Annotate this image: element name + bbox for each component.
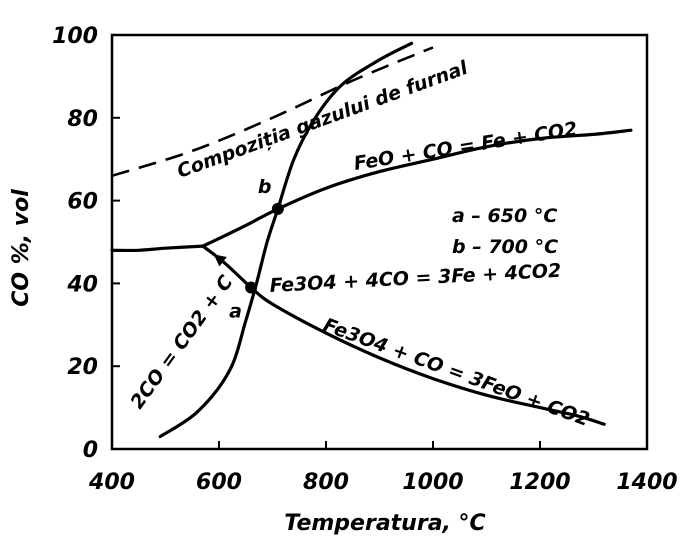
series-feo-reduction — [201, 128, 633, 248]
label-fe3o4-to-feo: Fe3O4 + CO = 3FeO + CO2 — [320, 314, 592, 431]
label-boudouard: 2CO = CO2 + C — [126, 271, 237, 413]
y-tick-label-4: 80 — [67, 107, 98, 132]
plot-frame — [110, 33, 649, 451]
y-tick-label-3: 60 — [67, 190, 98, 215]
point-b-label: b — [258, 176, 272, 198]
x-axis-ticks: 400 600 800 1000 1200 1400 — [88, 441, 678, 495]
x-tick-label-0: 400 — [88, 470, 135, 495]
y-axis-title: CO %, vol — [9, 189, 34, 307]
x-tick-label-5: 1400 — [616, 470, 677, 495]
point-a-label: a — [229, 301, 242, 323]
x-tick-label-4: 1200 — [509, 470, 570, 495]
series-boudouard — [158, 41, 414, 439]
y-tick-label-0: 0 — [83, 438, 98, 463]
x-axis-title: Temperatura, °C — [284, 511, 485, 536]
y-tick-label-2: 40 — [66, 272, 98, 297]
y-tick-label-1: 20 — [67, 355, 98, 380]
annotation-a: a – 650 °C — [452, 205, 557, 227]
series-fe3o4-to-feo — [201, 244, 606, 426]
label-fe3o4-to-fe: Fe3O4 + 4CO = 3Fe + 4CO2 — [269, 260, 562, 297]
series-layer — [110, 41, 633, 439]
point-b — [271, 202, 284, 215]
label-blast-furnace-gas: Compoziția gazului de furnal — [174, 57, 471, 183]
label-feo-reduction: FeO + CO = Fe + CO2 — [352, 118, 578, 175]
y-axis-ticks: 0 20 40 60 80 100 — [52, 24, 120, 463]
point-a — [245, 281, 258, 294]
series-blast-furnace-gas — [111, 46, 434, 178]
y-tick-label-5: 100 — [52, 24, 98, 49]
series-fe3o4-low — [110, 244, 205, 253]
points-layer — [245, 202, 284, 294]
x-tick-label-3: 1000 — [402, 470, 463, 495]
x-tick-label-1: 600 — [196, 470, 242, 495]
arrow-head — [213, 254, 227, 267]
annotation-b: b – 700 °C — [452, 236, 558, 258]
x-tick-label-2: 800 — [303, 470, 349, 495]
